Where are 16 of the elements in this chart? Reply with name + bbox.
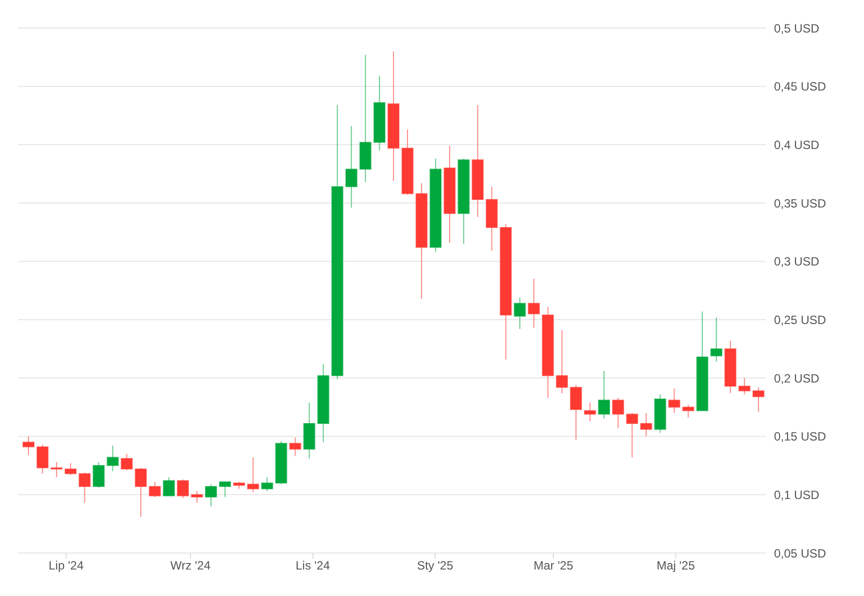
x-tick-label: Lip '24	[48, 558, 84, 573]
x-tick-label: Wrz '24	[170, 558, 211, 573]
y-tick-label: 0,15 USD	[774, 430, 826, 444]
x-tick-label: Maj '25	[656, 558, 696, 573]
y-tick-label: 0,5 USD	[774, 21, 820, 36]
y-tick-label: 0,05 USD	[774, 546, 826, 560]
y-tick-label: 0,35 USD	[774, 196, 826, 210]
y-tick-label: 0,4 USD	[774, 138, 820, 152]
y-tick-label: 0,1 USD	[774, 488, 820, 502]
x-tick-label: Sty '25	[416, 558, 454, 573]
y-tick-label: 0,3 USD	[774, 254, 820, 269]
y-tick-label: 0,25 USD	[774, 312, 826, 327]
x-tick-label: Mar '25	[534, 558, 574, 573]
x-tick-label: Lis '24	[296, 558, 330, 573]
y-tick-label: 0,2 USD	[774, 371, 820, 386]
y-tick-label: 0,45 USD	[774, 80, 826, 94]
